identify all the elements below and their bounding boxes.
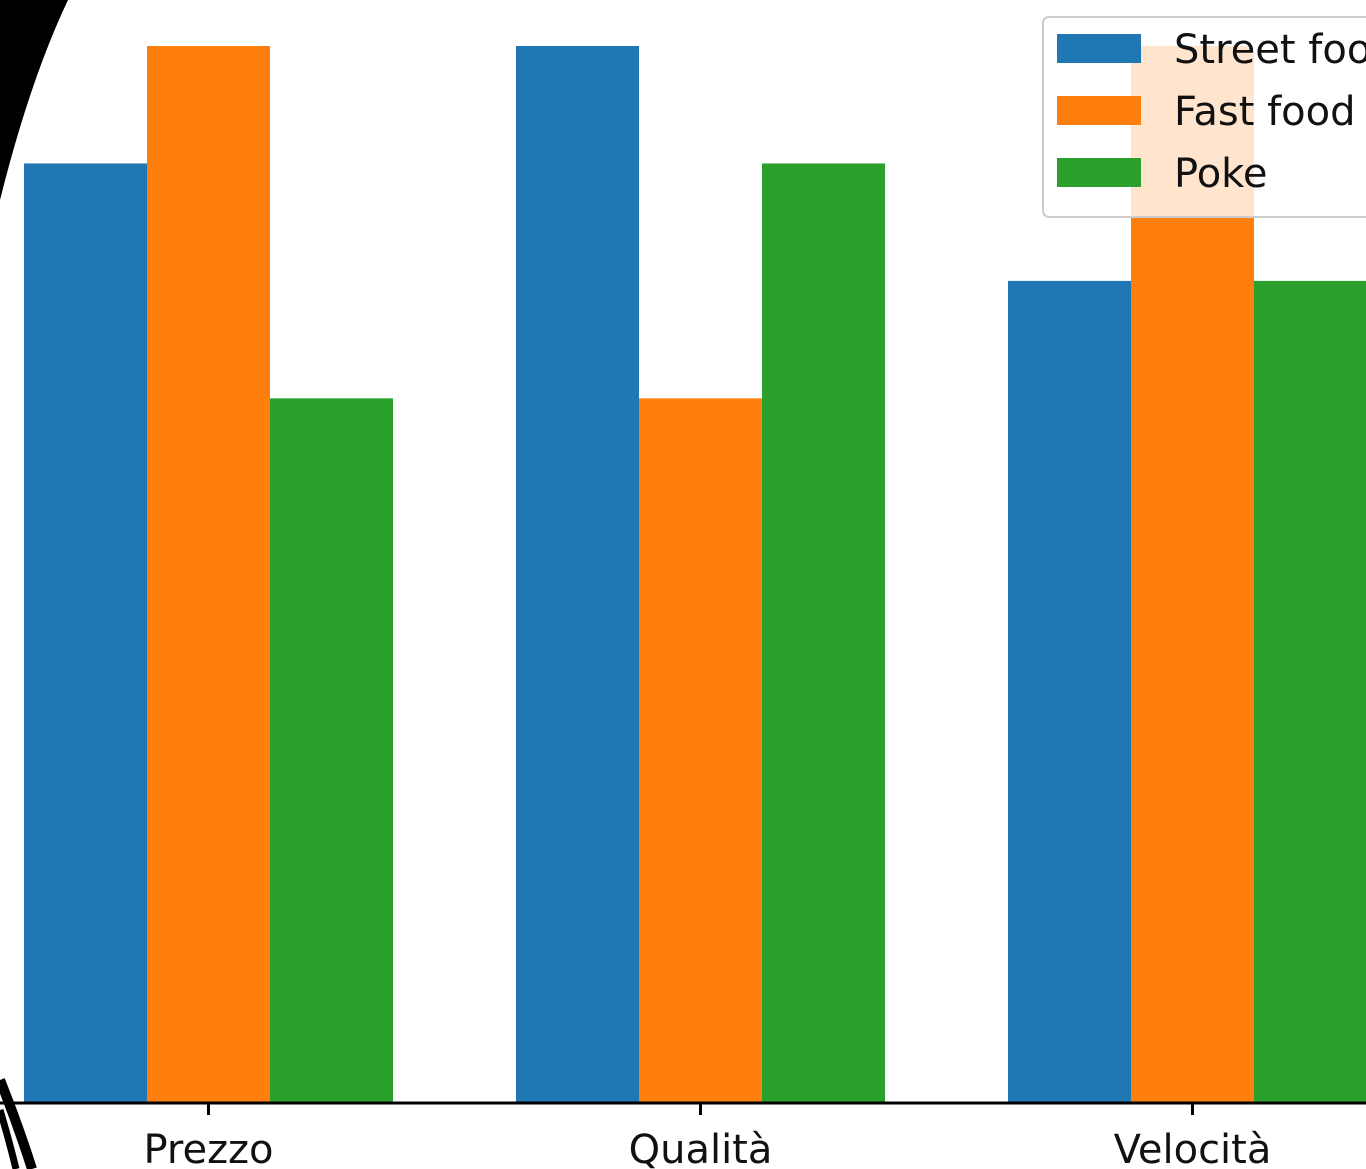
bar-fast-food-1 [147,46,270,1103]
bar-poke-1 [270,398,393,1103]
black-corner-stroke-2 [0,1108,20,1169]
bar-street-food-3 [1008,280,1131,1103]
legend: Street food Fast food Poke [1042,16,1366,218]
x-tick-label: Qualità [629,1127,773,1169]
legend-label: Street food [1174,27,1366,73]
x-tick-label: Velocità [1114,1127,1272,1169]
bar-poke-2 [762,163,885,1103]
decorative-border [0,0,68,1169]
x-axis: Prezzo Qualità Velocità [0,1101,1366,1169]
bar-fast-food-2 [639,398,762,1103]
black-corner-shape [0,0,68,200]
bar-street-food-2 [516,46,639,1103]
legend-swatch [1057,96,1141,125]
bar-poke-3 [1254,280,1366,1103]
legend-swatch [1057,158,1141,187]
x-tick-label: Prezzo [143,1127,273,1169]
bar-street-food-1 [24,163,147,1103]
legend-swatch [1057,34,1141,63]
legend-label: Poke [1174,151,1268,197]
bar-fast-food-3 [1131,46,1254,1103]
black-corner-stroke-1 [0,1078,37,1169]
bars-layer [24,46,1366,1103]
legend-label: Fast food [1174,89,1356,135]
